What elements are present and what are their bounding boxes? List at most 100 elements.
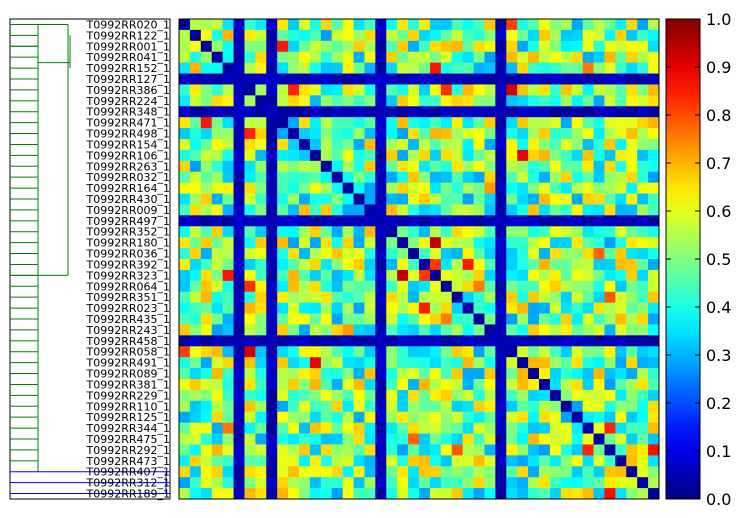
row-label: T0992RR312_1	[86, 477, 171, 490]
heatmap-cell	[364, 379, 376, 391]
heatmap-cell	[517, 346, 529, 358]
heatmap-cell	[615, 422, 627, 434]
heatmap-cell	[626, 335, 638, 347]
heatmap-cell	[637, 73, 649, 85]
row-label: T0992RR229_1	[86, 389, 171, 402]
heatmap-cell	[386, 248, 398, 260]
heatmap-cell	[473, 368, 485, 380]
heatmap-cell	[495, 215, 507, 227]
heatmap-cell	[342, 182, 354, 194]
heatmap-cell	[549, 117, 562, 129]
heatmap-cell	[549, 313, 562, 325]
heatmap-cell	[255, 335, 267, 347]
heatmap-cell	[637, 357, 649, 369]
heatmap-cell	[200, 400, 213, 413]
heatmap-cell	[626, 389, 638, 402]
heatmap-cell	[462, 160, 474, 173]
heatmap-cell	[419, 160, 431, 173]
heatmap-cell	[506, 411, 518, 424]
heatmap-cell	[255, 215, 267, 227]
heatmap-cell	[386, 19, 398, 31]
heatmap-cell	[408, 335, 420, 347]
heatmap-cell	[495, 335, 507, 347]
heatmap-cell	[266, 379, 278, 391]
heatmap-cell	[408, 422, 420, 434]
heatmap-cell	[222, 269, 234, 282]
heatmap-cell	[288, 215, 300, 227]
heatmap-cell	[266, 488, 278, 500]
heatmap-cell	[451, 444, 464, 456]
heatmap-cell	[648, 149, 660, 162]
heatmap-cell	[462, 389, 474, 402]
heatmap-cell	[604, 117, 616, 129]
heatmap-cell	[626, 379, 638, 391]
row-label: T0992RR435_1	[86, 313, 171, 326]
heatmap-cell	[364, 280, 376, 293]
row-label: T0992RR009_1	[86, 204, 171, 217]
heatmap-cell	[244, 29, 256, 42]
heatmap-cell	[233, 313, 245, 325]
heatmap-cell	[571, 389, 584, 402]
heatmap-cell	[571, 106, 584, 118]
heatmap-cell	[309, 422, 322, 434]
heatmap-cell	[200, 117, 213, 129]
heatmap-cell	[364, 488, 376, 500]
heatmap-cell	[451, 84, 464, 96]
heatmap-cell	[331, 51, 344, 64]
heatmap-cell	[255, 466, 267, 478]
heatmap-cell	[222, 466, 234, 478]
heatmap-cell	[233, 346, 245, 358]
heatmap-cell	[615, 73, 627, 85]
row-label: T0992RR125_1	[86, 411, 171, 424]
row-label: T0992RR243_1	[86, 324, 171, 337]
heatmap-cell	[299, 444, 311, 456]
heatmap-cell	[473, 259, 485, 271]
heatmap-cell	[517, 357, 529, 369]
heatmap-cell	[528, 466, 540, 478]
heatmap-cell	[451, 51, 464, 64]
heatmap-cell	[211, 40, 224, 53]
heatmap-cell	[375, 368, 387, 380]
heatmap-cell	[397, 215, 409, 227]
heatmap-cell	[233, 400, 245, 413]
heatmap-cell	[375, 259, 387, 271]
row-label: T0992RR110_1	[86, 400, 171, 413]
heatmap-cell	[495, 346, 507, 358]
heatmap-cell	[200, 215, 213, 227]
heatmap-cell	[539, 215, 551, 227]
heatmap-cell	[549, 379, 562, 391]
heatmap-cell	[429, 204, 442, 216]
heatmap-cell	[419, 346, 431, 358]
heatmap-cell	[582, 466, 594, 478]
heatmap-cell	[648, 433, 660, 445]
heatmap-cell	[266, 477, 278, 489]
heatmap-cell	[593, 226, 605, 238]
heatmap-cell	[277, 139, 289, 151]
heatmap-cell	[462, 346, 474, 358]
row-label: T0992RR352_1	[86, 226, 171, 239]
heatmap-cell	[495, 106, 507, 118]
heatmap-cell	[233, 182, 245, 194]
heatmap-cell	[408, 215, 420, 227]
heatmap-cell	[637, 237, 649, 249]
heatmap-cell	[440, 237, 453, 249]
heatmap-cell	[419, 259, 431, 271]
heatmap-cell	[495, 488, 507, 500]
heatmap-cell	[637, 62, 649, 74]
heatmap-cell	[353, 19, 365, 31]
heatmap-cell	[473, 237, 485, 249]
heatmap-cell	[353, 215, 365, 227]
heatmap-cell	[288, 280, 300, 293]
colorbar-tick-label: 0.0	[706, 490, 731, 509]
heatmap-cell	[582, 51, 594, 64]
heatmap-cell	[353, 422, 365, 434]
heatmap-cell	[539, 237, 551, 249]
heatmap-cell	[560, 139, 573, 151]
colorbar-tick-label: 0.5	[706, 250, 731, 269]
heatmap-cell	[320, 488, 333, 500]
heatmap-cell	[484, 117, 496, 129]
heatmap-cell	[255, 259, 267, 271]
heatmap-cell	[342, 73, 354, 85]
heatmap-cell	[560, 193, 573, 205]
heatmap-cell	[179, 280, 191, 293]
